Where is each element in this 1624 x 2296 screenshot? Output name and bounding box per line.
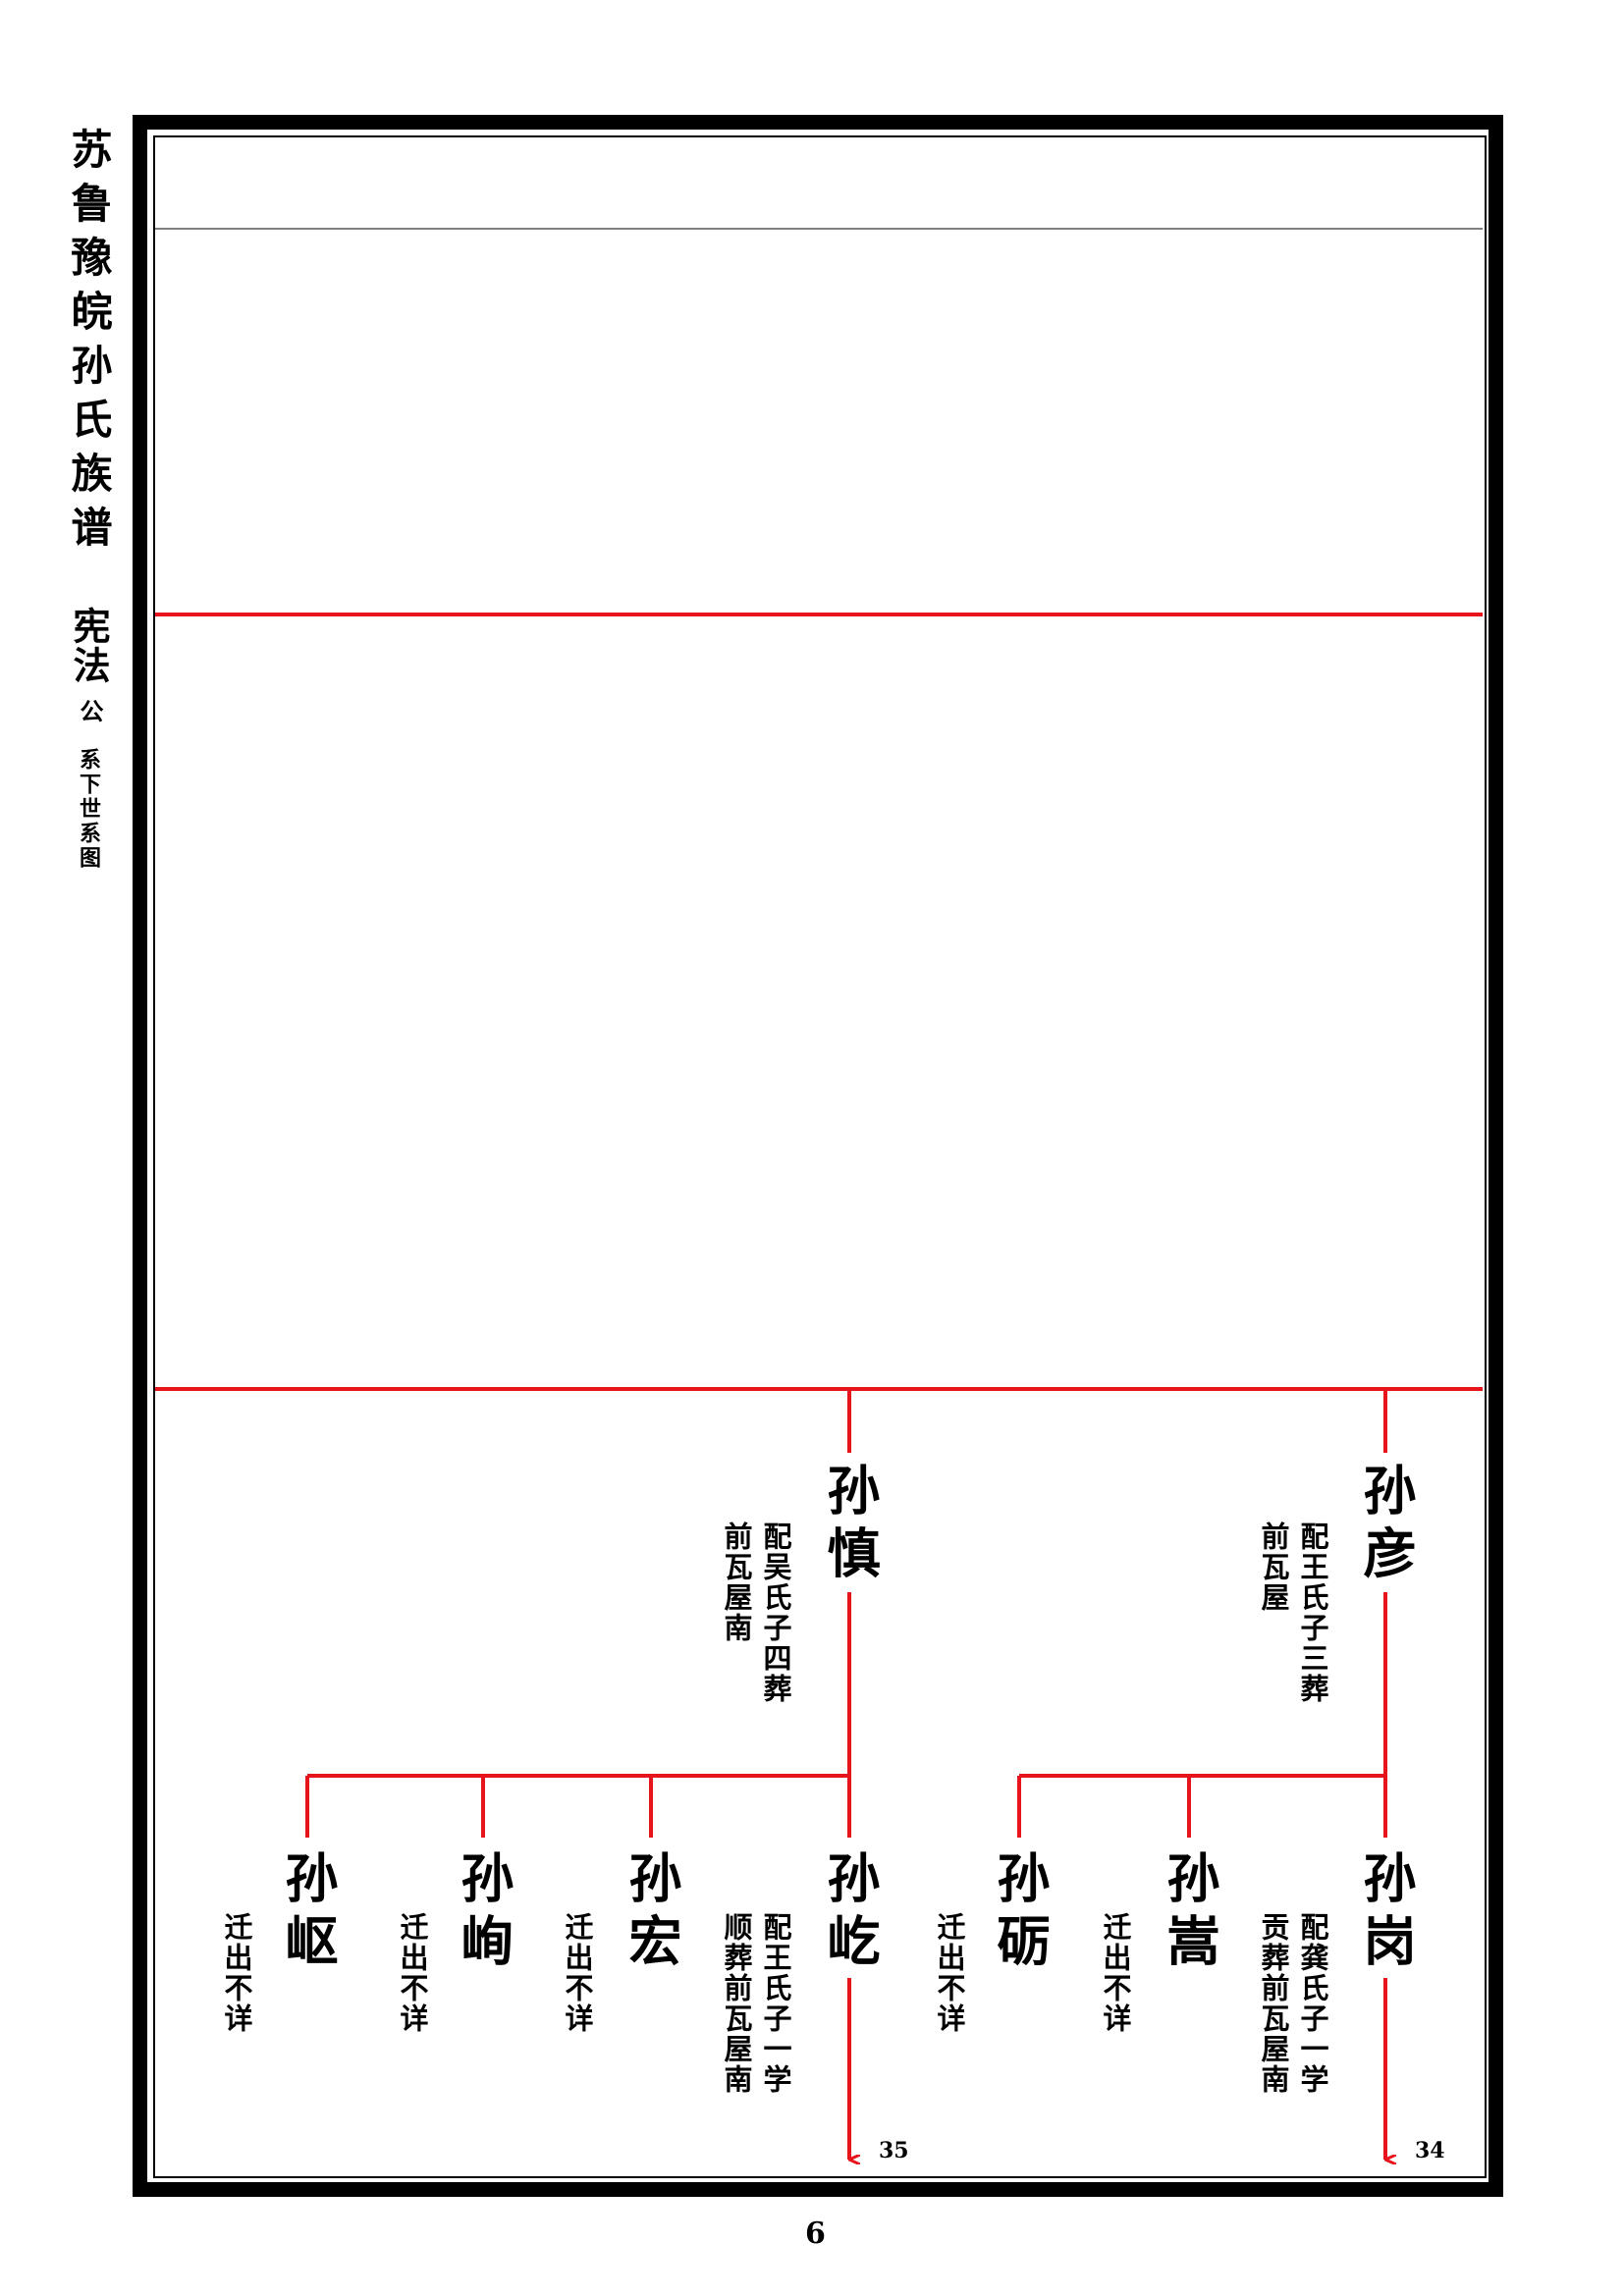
person-name: 孙砺 xyxy=(988,1850,1051,1976)
outer-frame xyxy=(133,115,1503,2197)
chart-subtitle: 系下世系图 xyxy=(76,748,101,871)
person-name: 孙嵩 xyxy=(1158,1850,1220,1976)
page-number: 6 xyxy=(805,2216,826,2251)
person-name: 孙峋 xyxy=(452,1850,514,1976)
person-name: 孙岖 xyxy=(276,1850,339,1976)
person-note: 配吴氏子四葬 xyxy=(759,1522,792,1704)
inner-frame xyxy=(153,135,1487,2178)
honorific: 公 xyxy=(76,699,104,722)
person-note: 配王氏子一学 xyxy=(759,1912,792,2095)
person-note: 迁出不详 xyxy=(561,1912,594,2034)
person-note: 配王氏子三葬 xyxy=(1296,1522,1329,1704)
continuation-page-link[interactable]: 35 xyxy=(879,2138,909,2163)
person-name: 孙岗 xyxy=(1354,1850,1417,1976)
person-name: 孙慎 xyxy=(818,1463,881,1588)
person-note: 迁出不详 xyxy=(396,1912,429,2034)
person-note: 前瓦屋 xyxy=(1257,1522,1290,1613)
person-note: 贡葬前瓦屋南 xyxy=(1257,1912,1290,2095)
person-note: 顺葬前瓦屋南 xyxy=(720,1912,753,2095)
person-note: 配龚氏子一学 xyxy=(1296,1912,1329,2095)
person-name: 孙彦 xyxy=(1354,1463,1417,1588)
person-name: 孙宏 xyxy=(620,1850,682,1976)
person-note: 迁出不详 xyxy=(1099,1912,1132,2034)
person-note: 前瓦屋南 xyxy=(720,1522,753,1643)
book-title: 苏鲁豫皖孙氏族谱 xyxy=(65,128,113,560)
continuation-page-link[interactable]: 34 xyxy=(1415,2138,1445,2163)
person-note: 迁出不详 xyxy=(933,1912,966,2034)
person-name: 孙屹 xyxy=(818,1850,881,1976)
ancestor-name: 宪法 xyxy=(67,607,111,685)
person-note: 迁出不详 xyxy=(220,1912,253,2034)
